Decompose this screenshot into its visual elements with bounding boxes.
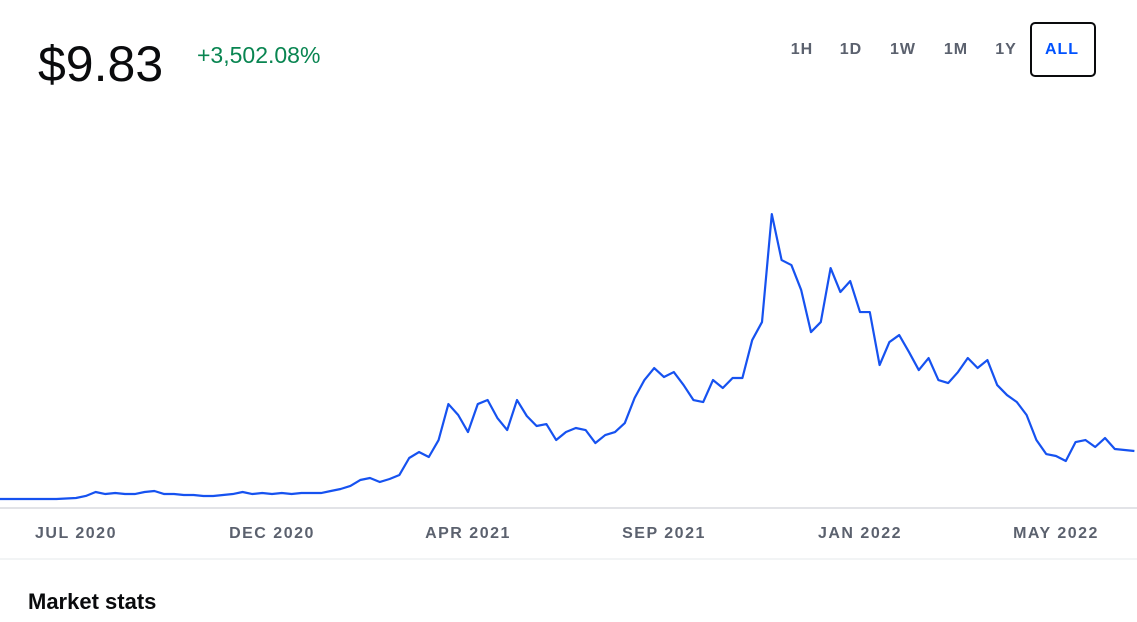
range-button[interactable]: 1W [890, 41, 916, 58]
range-button[interactable]: 1H [791, 41, 813, 58]
plot: JUL 2020 DEC 2020 APR 2021 SEP 2021 JAN 2022… [0, 212, 1135, 542]
x-tick-label: JAN 2022 [818, 525, 902, 542]
x-tick-label: MAY 2022 [1013, 525, 1099, 542]
price-line [0, 212, 1135, 501]
range-button[interactable]: ALL [1045, 41, 1079, 58]
range-selected-box[interactable] [1030, 22, 1096, 77]
price-change: +3,502.08% [197, 42, 320, 68]
section-title: Market stats [28, 589, 156, 614]
x-tick-label: SEP 2021 [622, 525, 706, 542]
range-selector: 1H 1D 1W 1M 1Y ALL [791, 22, 1096, 77]
range-button[interactable]: 1M [944, 41, 968, 58]
range-button[interactable]: 1D [840, 41, 862, 58]
range-button[interactable]: 1Y [995, 41, 1017, 58]
price: $9.83 [38, 36, 163, 92]
x-tick-label: APR 2021 [425, 525, 511, 542]
x-tick-label: DEC 2020 [229, 525, 315, 542]
x-tick-label: JUL 2020 [35, 525, 117, 542]
